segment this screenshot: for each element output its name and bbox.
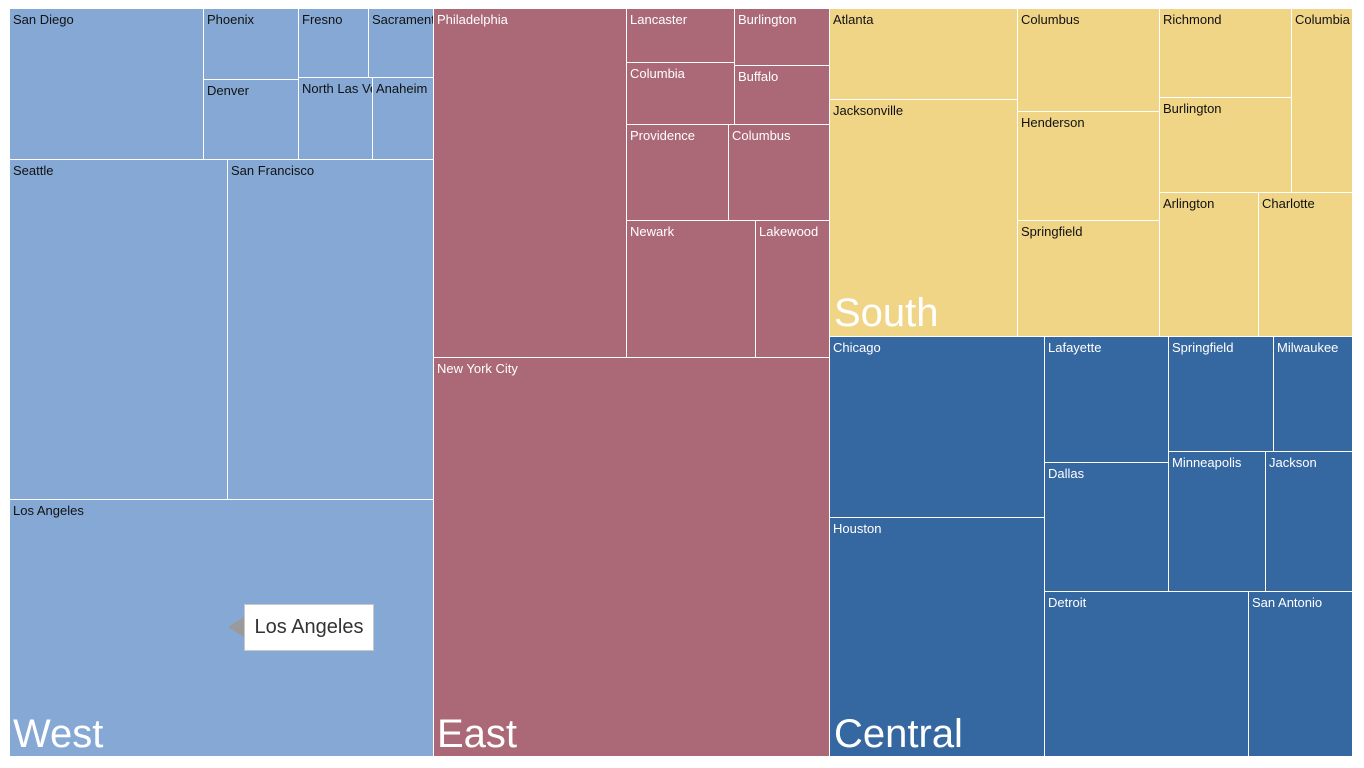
tile-east-philadelphia[interactable]: Philadelphia (433, 8, 627, 358)
tile-label: Charlotte (1262, 196, 1315, 211)
tile-south-jacksonville[interactable]: Jacksonville (829, 99, 1018, 337)
tile-east-columbia[interactable]: Columbia (626, 62, 735, 125)
tile-label: Lancaster (630, 12, 688, 27)
tile-label: Springfield (1021, 224, 1083, 239)
tile-label: Houston (833, 521, 882, 536)
tile-label: Burlington (738, 12, 797, 27)
tile-label: Burlington (1163, 101, 1222, 116)
tile-label: Anaheim (376, 81, 428, 96)
tile-central-dallas[interactable]: Dallas (1044, 462, 1169, 592)
tile-west-phoenix[interactable]: Phoenix (203, 8, 299, 80)
tile-label: Richmond (1163, 12, 1222, 27)
tile-label: Fresno (302, 12, 343, 27)
tile-central-san-antonio[interactable]: San Antonio (1248, 591, 1353, 757)
tile-east-columbus[interactable]: Columbus (728, 124, 830, 221)
tile-west-anaheim[interactable]: Anaheim (372, 77, 434, 160)
tile-central-detroit[interactable]: Detroit (1044, 591, 1249, 757)
tile-label: Newark (630, 224, 675, 239)
tile-central-jackson[interactable]: Jackson (1265, 451, 1353, 592)
tile-label: Philadelphia (437, 12, 508, 27)
tile-label: Atlanta (833, 12, 874, 27)
tile-central-chicago[interactable]: Chicago (829, 336, 1045, 518)
tile-west-seattle[interactable]: Seattle (9, 159, 228, 500)
tile-central-houston[interactable]: Houston (829, 517, 1045, 757)
tooltip: Los Angeles (244, 604, 374, 651)
tile-label: Columbus (1021, 12, 1080, 27)
tile-central-springfield[interactable]: Springfield (1168, 336, 1274, 452)
tile-south-henderson[interactable]: Henderson (1017, 111, 1160, 221)
tile-east-providence[interactable]: Providence (626, 124, 729, 221)
tile-label: Jacksonville (833, 103, 904, 118)
tile-south-springfield[interactable]: Springfield (1017, 220, 1160, 337)
tile-label: Henderson (1021, 115, 1085, 130)
tile-west-sacramento[interactable]: Sacramento (368, 8, 434, 78)
tile-east-lakewood[interactable]: Lakewood (755, 220, 830, 358)
tile-label: Columbus (732, 128, 791, 143)
tile-label: Springfield (1172, 340, 1234, 355)
tile-west-san-francisco[interactable]: San Francisco (227, 159, 434, 500)
tile-east-newark[interactable]: Newark (626, 220, 756, 358)
tile-south-columbus[interactable]: Columbus (1017, 8, 1160, 112)
tile-label: San Antonio (1252, 595, 1323, 610)
tile-label: Lakewood (759, 224, 819, 239)
tile-label: Los Angeles (13, 503, 84, 518)
tile-east-lancaster[interactable]: Lancaster (626, 8, 735, 63)
tile-label: North Las Vegas (302, 81, 372, 96)
tile-label: Denver (207, 83, 249, 98)
tile-label: Detroit (1048, 595, 1087, 610)
tile-label: Columbia (1295, 12, 1350, 27)
tile-south-charlotte[interactable]: Charlotte (1258, 192, 1353, 337)
tile-label: San Diego (13, 12, 74, 27)
tooltip-arrow (228, 617, 244, 637)
tile-south-arlington[interactable]: Arlington (1159, 192, 1259, 337)
tile-label: Phoenix (207, 12, 254, 27)
tile-central-lafayette[interactable]: Lafayette (1044, 336, 1169, 463)
tile-south-richmond[interactable]: Richmond (1159, 8, 1292, 98)
tile-east-new-york-city[interactable]: New York City (433, 357, 830, 757)
tile-label: Jackson (1269, 455, 1317, 470)
tile-west-denver[interactable]: Denver (203, 79, 299, 160)
tile-central-minneapolis[interactable]: Minneapolis (1168, 451, 1266, 592)
tile-east-buffalo[interactable]: Buffalo (734, 65, 830, 125)
tile-label: Buffalo (738, 69, 779, 84)
tile-label: Columbia (630, 66, 685, 81)
tile-label: Sacramento (372, 12, 433, 27)
tile-central-milwaukee[interactable]: Milwaukee (1273, 336, 1353, 452)
tile-south-burlington[interactable]: Burlington (1159, 97, 1292, 193)
tile-label: New York City (437, 361, 518, 376)
tile-label: Providence (630, 128, 696, 143)
tile-south-atlanta[interactable]: Atlanta (829, 8, 1018, 100)
tile-label: Lafayette (1048, 340, 1102, 355)
tile-west-fresno[interactable]: Fresno (298, 8, 369, 78)
tile-label: Seattle (13, 163, 54, 178)
tile-south-columbia[interactable]: Columbia (1291, 8, 1353, 193)
tile-east-burlington[interactable]: Burlington (734, 8, 830, 66)
tile-west-san-diego[interactable]: San Diego (9, 8, 204, 160)
tile-west-north-las-vegas[interactable]: North Las Vegas (298, 77, 373, 160)
tile-label: Arlington (1163, 196, 1215, 211)
tile-label: Dallas (1048, 466, 1085, 481)
tile-label: Minneapolis (1172, 455, 1242, 470)
tile-label: Chicago (833, 340, 881, 355)
tile-label: Milwaukee (1277, 340, 1339, 355)
tile-label: San Francisco (231, 163, 315, 178)
